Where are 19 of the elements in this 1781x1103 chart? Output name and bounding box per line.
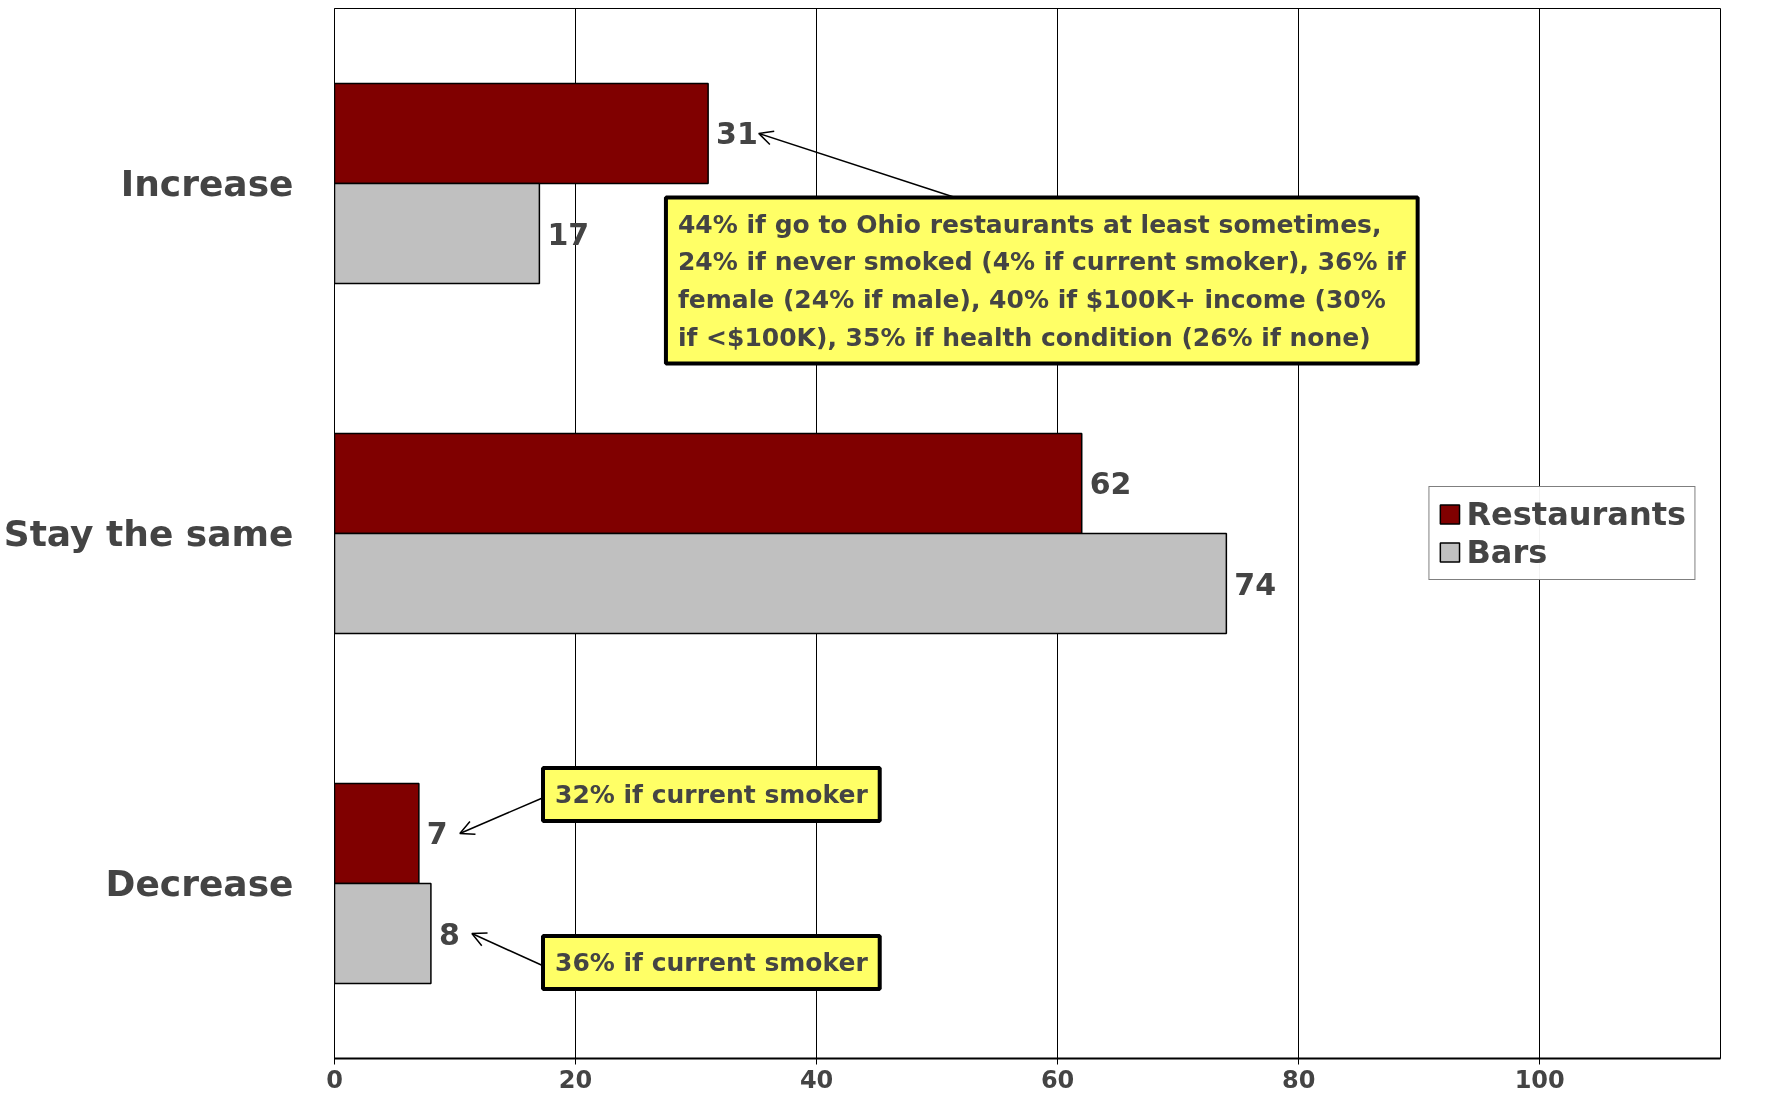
legend-label: Restaurants: [1466, 495, 1686, 533]
x-tick-label: 20: [558, 1065, 593, 1094]
x-tick-label: 80: [1281, 1065, 1316, 1094]
data-label: 31: [716, 116, 758, 152]
y-tick-label: Decrease: [105, 863, 294, 904]
y-tick-label: Stay the same: [3, 513, 294, 554]
data-label: 7: [426, 816, 448, 852]
x-tick-label: 60: [1040, 1065, 1075, 1094]
x-tick-label: 100: [1514, 1065, 1565, 1094]
x-tick-label: 40: [799, 1065, 834, 1094]
data-label: 8: [438, 916, 460, 952]
annotation: 32% if current smoker: [555, 780, 869, 809]
legend-label: Bars: [1466, 533, 1548, 571]
y-tick-label: Increase: [120, 163, 294, 204]
x-tick-label: 0: [326, 1065, 343, 1094]
data-label: 62: [1089, 466, 1132, 502]
annotation: 44% if go to Ohio restaurants at least sometimes, 24% if never smoked (4% if current smoker), 36% if female (24% if male), 40% if $100K+ income (30% if <$100K), 35% if health condition (26% if none): [677, 209, 1407, 352]
annotation: 36% if current smoker: [555, 948, 869, 977]
data-label: 74: [1234, 566, 1277, 602]
